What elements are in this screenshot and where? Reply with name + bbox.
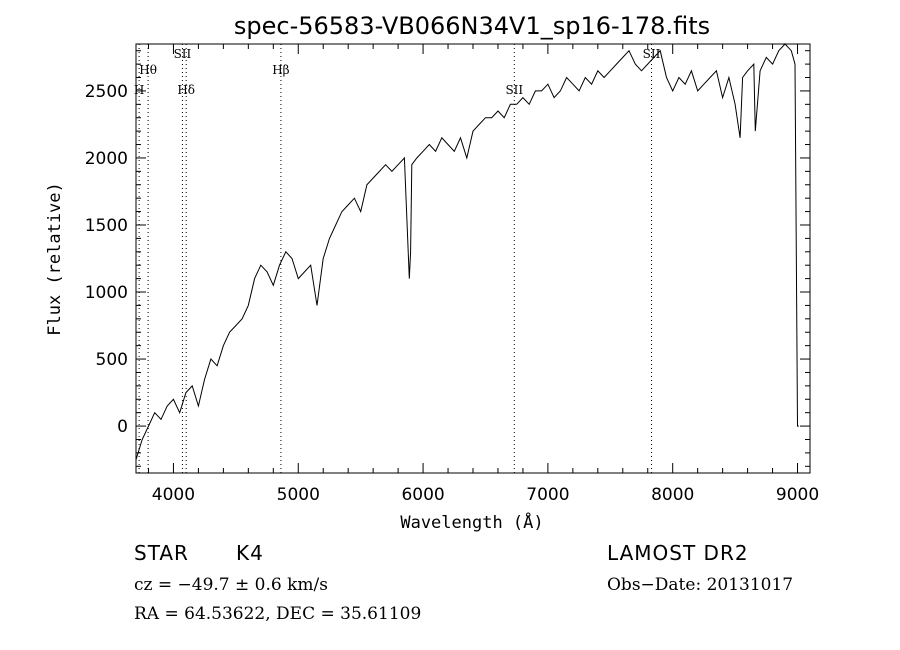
x-tick-label: 6000 <box>401 485 444 505</box>
object-class: STAR <box>134 541 189 565</box>
coordinates: RA = 64.53622, DEC = 35.61109 <box>134 604 422 624</box>
line-label-3: Hδ <box>177 83 195 97</box>
plot-area <box>135 43 811 474</box>
survey-name: LAMOST DR2 <box>607 541 749 565</box>
y-tick-label: 1000 <box>85 283 128 303</box>
redshift-cz: cz = −49.7 ± 0.6 km/s <box>134 575 328 595</box>
plot-frame <box>135 43 811 474</box>
y-tick-label: 0 <box>117 417 128 437</box>
x-tick-label: 5000 <box>277 485 320 505</box>
spectrum-line <box>135 43 799 460</box>
y-tick-label: 1500 <box>85 216 128 236</box>
line-label-4: Hβ <box>272 63 289 77</box>
observation-date: Obs−Date: 20131017 <box>607 575 794 595</box>
y-axis-label: Flux (relative) <box>45 182 65 336</box>
line-label-0: Hθ <box>139 63 157 77</box>
x-tick-label: 7000 <box>526 485 569 505</box>
spectral-line-markers: Hθ H SII Hδ Hβ SII SII <box>134 44 661 473</box>
line-label-6: SII <box>643 47 661 61</box>
y-tick-label: 2500 <box>85 82 128 102</box>
x-tick-label: 4000 <box>152 485 195 505</box>
line-label-5: SII <box>505 83 523 97</box>
axis-ticks: 4000 5000 6000 7000 8000 9000 0 500 1000 1500 2000… <box>85 44 819 505</box>
y-tick-label: 2000 <box>85 149 128 169</box>
y-tick-label: 500 <box>96 350 128 370</box>
x-tick-label: 8000 <box>651 485 694 505</box>
chart-title: spec-56583-VB066N34V1_sp16-178.fits <box>234 12 710 40</box>
line-label-2: SII <box>174 47 192 61</box>
x-tick-label: 9000 <box>776 485 819 505</box>
line-label-1: H <box>134 83 144 97</box>
x-axis-label: Wavelength (Å) <box>400 511 543 533</box>
object-subclass: K4 <box>236 541 264 565</box>
spectrum-series <box>135 43 799 460</box>
